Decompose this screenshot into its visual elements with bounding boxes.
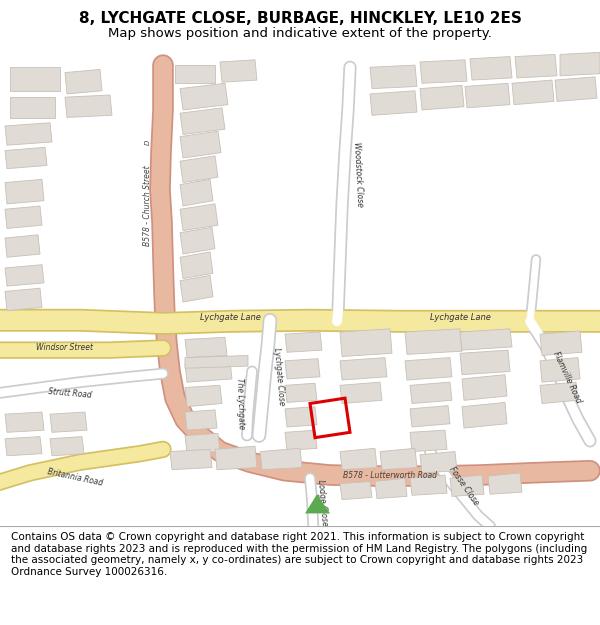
Polygon shape bbox=[420, 60, 467, 83]
Polygon shape bbox=[180, 156, 218, 182]
Text: Lodge Close: Lodge Close bbox=[316, 479, 329, 526]
Polygon shape bbox=[50, 437, 84, 456]
Polygon shape bbox=[410, 430, 447, 451]
Polygon shape bbox=[340, 329, 392, 356]
Polygon shape bbox=[305, 494, 330, 514]
Text: Windsor Street: Windsor Street bbox=[37, 342, 94, 352]
Polygon shape bbox=[380, 448, 417, 469]
Polygon shape bbox=[465, 83, 510, 108]
Polygon shape bbox=[185, 356, 248, 368]
Polygon shape bbox=[420, 86, 464, 110]
Polygon shape bbox=[450, 475, 484, 496]
Text: Britannia Road: Britannia Road bbox=[46, 468, 104, 488]
Polygon shape bbox=[10, 68, 60, 91]
Polygon shape bbox=[180, 108, 225, 134]
Polygon shape bbox=[65, 95, 112, 118]
Polygon shape bbox=[180, 276, 213, 302]
Text: Contains OS data © Crown copyright and database right 2021. This information is : Contains OS data © Crown copyright and d… bbox=[11, 532, 587, 577]
Polygon shape bbox=[180, 228, 215, 254]
Text: Flamville Road: Flamville Road bbox=[551, 349, 583, 404]
Polygon shape bbox=[462, 402, 507, 428]
Polygon shape bbox=[5, 206, 42, 229]
Polygon shape bbox=[340, 357, 387, 380]
Polygon shape bbox=[5, 412, 44, 432]
Polygon shape bbox=[215, 446, 257, 469]
Text: Fosse Close: Fosse Close bbox=[448, 464, 481, 507]
Polygon shape bbox=[515, 54, 557, 78]
Polygon shape bbox=[65, 69, 102, 94]
Polygon shape bbox=[512, 80, 554, 104]
Text: Strutt Road: Strutt Road bbox=[48, 388, 92, 400]
Polygon shape bbox=[285, 359, 320, 379]
Polygon shape bbox=[340, 382, 382, 404]
Polygon shape bbox=[5, 265, 44, 286]
Polygon shape bbox=[370, 91, 417, 115]
Polygon shape bbox=[462, 374, 507, 400]
Polygon shape bbox=[285, 430, 317, 451]
Polygon shape bbox=[185, 338, 227, 357]
Polygon shape bbox=[180, 83, 228, 110]
Polygon shape bbox=[5, 288, 42, 311]
Polygon shape bbox=[340, 481, 372, 499]
Polygon shape bbox=[285, 407, 317, 427]
Polygon shape bbox=[10, 97, 55, 119]
Polygon shape bbox=[540, 357, 580, 382]
Polygon shape bbox=[185, 410, 217, 430]
Polygon shape bbox=[420, 451, 457, 473]
Polygon shape bbox=[560, 52, 600, 76]
Polygon shape bbox=[410, 406, 450, 427]
Polygon shape bbox=[405, 329, 462, 354]
Polygon shape bbox=[555, 77, 597, 101]
Polygon shape bbox=[410, 382, 452, 404]
Polygon shape bbox=[5, 122, 52, 145]
Text: Lychgate Lane: Lychgate Lane bbox=[430, 312, 490, 322]
Polygon shape bbox=[180, 131, 221, 158]
Polygon shape bbox=[370, 65, 417, 89]
Text: D: D bbox=[145, 139, 151, 144]
Text: B578 - Church Street: B578 - Church Street bbox=[143, 166, 152, 246]
Polygon shape bbox=[460, 350, 510, 374]
Polygon shape bbox=[260, 448, 302, 469]
Polygon shape bbox=[180, 204, 218, 231]
Polygon shape bbox=[285, 383, 317, 402]
Text: The Lychgate: The Lychgate bbox=[235, 378, 245, 429]
Polygon shape bbox=[460, 329, 512, 350]
Polygon shape bbox=[375, 478, 407, 499]
Polygon shape bbox=[340, 448, 377, 469]
Text: Lychgate Close: Lychgate Close bbox=[272, 348, 286, 406]
Polygon shape bbox=[220, 60, 257, 82]
Polygon shape bbox=[5, 148, 47, 169]
Polygon shape bbox=[488, 473, 522, 494]
Polygon shape bbox=[405, 357, 452, 380]
Polygon shape bbox=[470, 57, 512, 80]
Polygon shape bbox=[180, 252, 213, 279]
Polygon shape bbox=[5, 235, 40, 258]
Polygon shape bbox=[50, 412, 87, 432]
Polygon shape bbox=[185, 361, 232, 382]
Polygon shape bbox=[540, 331, 582, 356]
Polygon shape bbox=[5, 179, 44, 204]
Polygon shape bbox=[185, 433, 220, 454]
Text: Woodstock Close: Woodstock Close bbox=[352, 141, 364, 207]
Polygon shape bbox=[540, 382, 578, 404]
Text: Map shows position and indicative extent of the property.: Map shows position and indicative extent… bbox=[108, 27, 492, 40]
Text: 8, LYCHGATE CLOSE, BURBAGE, HINCKLEY, LE10 2ES: 8, LYCHGATE CLOSE, BURBAGE, HINCKLEY, LE… bbox=[79, 11, 521, 26]
Polygon shape bbox=[410, 475, 447, 495]
Text: Lychgate Lane: Lychgate Lane bbox=[200, 312, 260, 322]
Polygon shape bbox=[170, 449, 212, 469]
Polygon shape bbox=[185, 386, 222, 407]
Polygon shape bbox=[180, 179, 213, 206]
Polygon shape bbox=[175, 65, 215, 83]
Polygon shape bbox=[5, 437, 42, 456]
Polygon shape bbox=[285, 332, 322, 352]
Text: B578 - Lutterworth Road: B578 - Lutterworth Road bbox=[343, 471, 437, 479]
